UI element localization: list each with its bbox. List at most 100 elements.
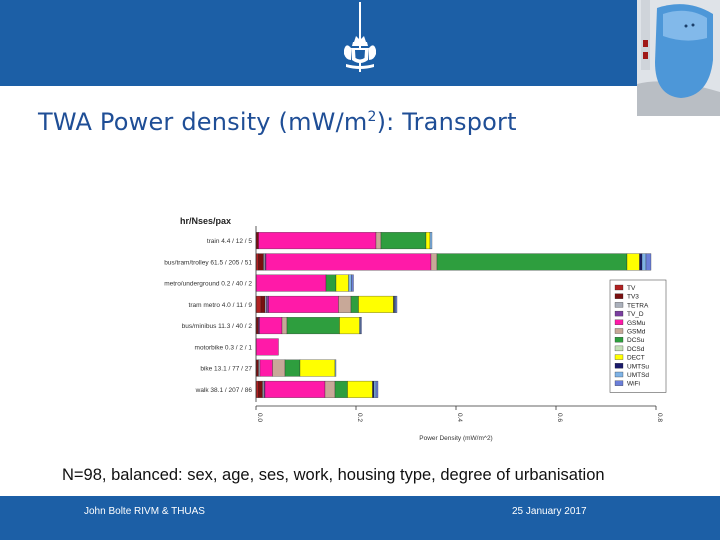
legend-label: UMTSu — [627, 363, 649, 370]
bar-segment-tv3 — [260, 295, 266, 313]
x-tick-label: 0.0 — [256, 413, 263, 422]
header-bar — [0, 0, 720, 86]
bar-segment-umtsu — [639, 253, 643, 271]
bar-segment-tv — [255, 295, 262, 313]
bar-segment-wifi — [645, 253, 652, 271]
legend-swatch — [614, 345, 624, 352]
slide-title: TWA Power density (mW/m2): Transport — [38, 108, 517, 136]
bar-segment-gsmd — [324, 380, 336, 398]
bar-segment-dcsu — [286, 317, 340, 335]
legend-swatch — [614, 302, 624, 308]
bar-segment-wifi — [375, 380, 379, 398]
legend-label: TV — [627, 285, 636, 292]
chart-title: hr/Nses/pax — [180, 216, 231, 226]
bar-segment-gsmd — [430, 253, 438, 271]
legend-swatch — [614, 319, 624, 325]
slide-title-main: TWA Power density (mW/m — [38, 108, 368, 136]
bar-segment-wifi — [351, 274, 354, 292]
bar-segment-dcsu — [350, 295, 359, 313]
bar-segment-tv-d — [266, 295, 269, 313]
category-label: motorbike 0.3 / 2 / 1 — [195, 344, 253, 351]
bar-segment-dcsu — [334, 380, 348, 398]
bar-segment-dcsu — [380, 232, 427, 250]
bar-segment-dect — [626, 253, 640, 271]
legend-swatch — [614, 337, 624, 343]
bar-segment-dect — [358, 295, 394, 313]
bar-segment-gsmd — [338, 295, 352, 313]
legend-label: TV3 — [627, 294, 639, 301]
legend-label: DECT — [627, 355, 645, 362]
bar-segment-gsmd — [375, 232, 382, 250]
bar-segment-gsmu — [258, 232, 377, 250]
sample-caption: N=98, balanced: sex, age, ses, work, hou… — [62, 466, 605, 484]
bar-segment-tetra — [264, 295, 267, 313]
footer-bar — [0, 496, 720, 540]
bar-segment-tetra — [263, 253, 266, 271]
legend-swatch — [614, 310, 624, 317]
legend-label: DCSu — [627, 337, 645, 344]
category-label: metro/underground 0.2 / 40 / 2 — [164, 281, 252, 288]
legend-label: TETRA — [627, 302, 649, 309]
bar-segment-umtsd — [373, 380, 377, 398]
x-axis-label: Power Density (mW/m^2) — [419, 435, 492, 442]
category-label: bus/minibus 11.3 / 40 / 2 — [182, 323, 253, 330]
bar-segment-gsmd — [272, 359, 286, 377]
bar-segment-wifi — [360, 317, 362, 335]
bar-segment-gsmu — [264, 380, 326, 398]
bar-segment-dect — [347, 380, 373, 398]
slide-title-superscript: 2 — [367, 109, 377, 125]
legend-swatch — [614, 363, 624, 369]
exposimeter-device-icon — [637, 0, 720, 116]
legend-label: WiFi — [627, 381, 640, 388]
bar-segment-tetra — [262, 380, 265, 398]
coat-of-arms-icon — [344, 2, 376, 72]
legend-swatch — [614, 371, 624, 378]
bar-segment-dect — [335, 274, 349, 292]
legend-swatch — [614, 293, 624, 299]
bar-segment-umtsd — [429, 232, 433, 250]
legend-swatch — [614, 354, 624, 360]
bar-segment-dcsu — [436, 253, 628, 271]
power-density-chart: hr/Nses/pax train 4.4 / 12 / 5 bus/tram/tr… — [164, 216, 667, 442]
x-tick-label: 0.4 — [456, 413, 463, 422]
legend-label: GSMd — [627, 329, 646, 336]
category-label: tram metro 4.0 / 11 / 9 — [189, 302, 253, 309]
category-label: walk 38.1 / 207 / 86 — [195, 387, 253, 394]
bar-segment-dect — [339, 317, 360, 335]
x-tick-label: 0.2 — [356, 413, 363, 422]
legend-label: GSMu — [627, 320, 646, 327]
legend-swatch — [614, 328, 624, 334]
legend-label: UMTSd — [627, 372, 649, 379]
bar-segment-gsmu — [259, 359, 273, 377]
bar-segment-gsmu — [255, 274, 327, 292]
bar-segment-dect — [299, 359, 336, 377]
legend-swatch — [614, 284, 624, 291]
bar-segment-gsmu — [255, 338, 279, 356]
bar-segment-tetra — [258, 359, 261, 377]
bar-segment-dcsu — [284, 359, 301, 377]
bar-segment-umtsd — [641, 253, 647, 271]
footer-author: John Bolte RIVM & THUAS — [84, 506, 205, 517]
category-label: bus/tram/trolley 61.5 / 205 / 51 — [164, 259, 252, 266]
bar-segment-gsmd — [281, 317, 288, 335]
slide-title-end: ): Transport — [376, 108, 517, 136]
category-label: bike 13.1 / 77 / 27 — [200, 366, 252, 373]
bar-segment-umtsu — [372, 380, 375, 398]
bar-segment-gsmu — [259, 317, 283, 335]
bar-segment-tv3 — [258, 253, 264, 271]
legend-label: TV_D — [627, 311, 644, 318]
x-tick-label: 0.8 — [656, 413, 663, 422]
bar-segment-umtsd — [334, 359, 337, 377]
x-tick-label: 0.6 — [556, 413, 563, 422]
category-label: train 4.4 / 12 / 5 — [207, 238, 253, 245]
device-photo — [637, 0, 720, 116]
bar-segment-dcsu — [325, 274, 337, 292]
bar-segment-umtsd — [348, 274, 352, 292]
bar-segment-tv3 — [258, 380, 263, 398]
bar-segment-gsmu — [268, 295, 339, 313]
bar-segment-dect — [425, 232, 431, 250]
legend-swatch — [614, 380, 624, 386]
bar-segment-wifi — [395, 295, 398, 313]
bar-segment-gsmu — [265, 253, 432, 271]
legend-label: DCSd — [627, 346, 645, 353]
